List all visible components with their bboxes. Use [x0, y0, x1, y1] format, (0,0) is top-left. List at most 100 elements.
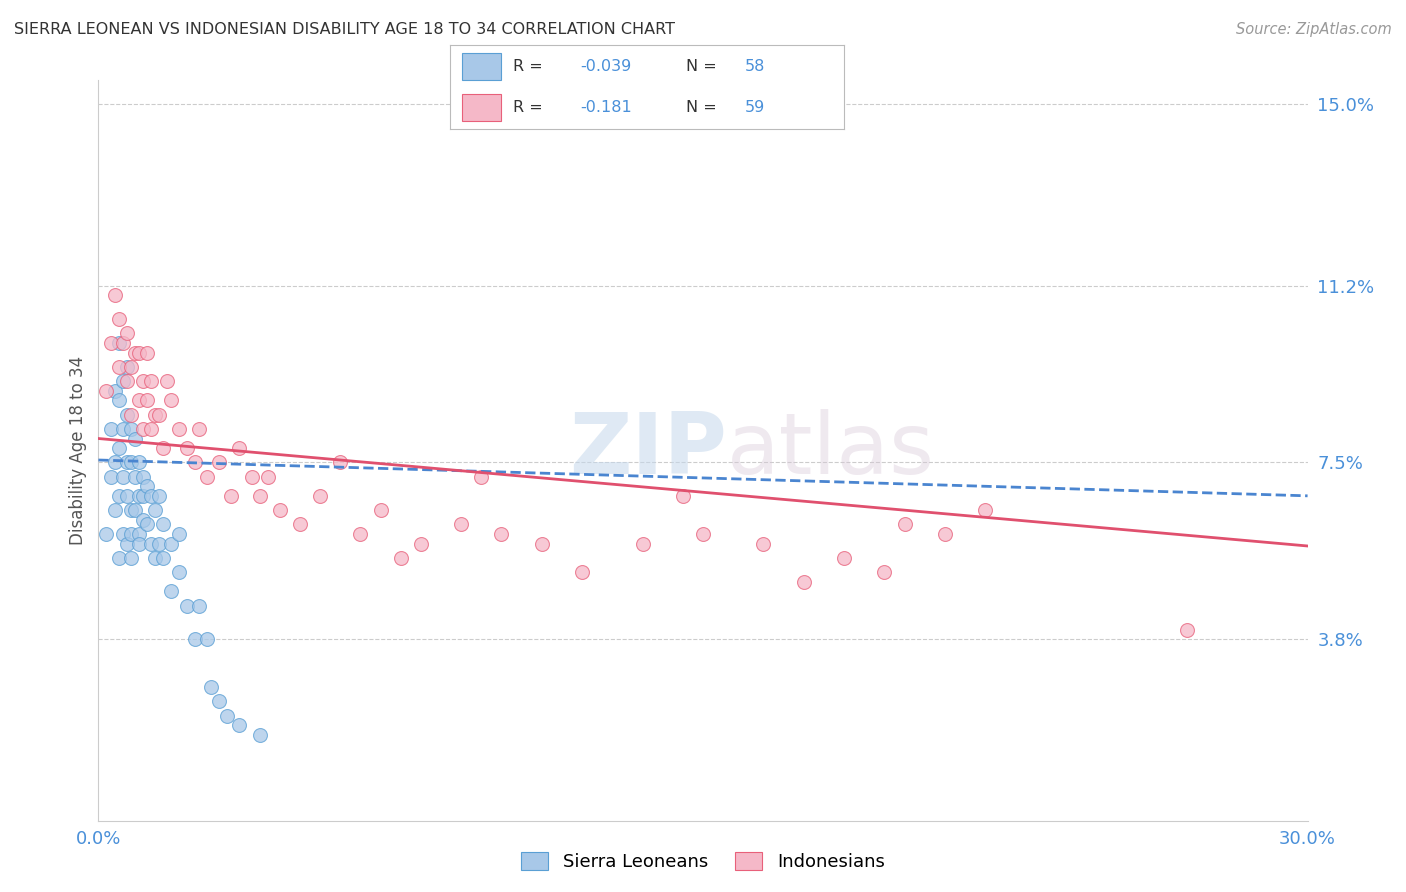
- Point: [156, 374, 179, 388]
- Point: [139, 422, 162, 436]
- Point: [132, 422, 155, 436]
- Point: [240, 469, 263, 483]
- Point: [450, 517, 472, 532]
- Point: [139, 536, 162, 550]
- Text: Source: ZipAtlas.com: Source: ZipAtlas.com: [1236, 22, 1392, 37]
- Point: [530, 536, 553, 550]
- Point: [167, 566, 190, 580]
- Point: [148, 536, 170, 550]
- Point: [200, 680, 222, 694]
- FancyBboxPatch shape: [461, 94, 501, 120]
- Point: [111, 527, 134, 541]
- Point: [115, 359, 138, 374]
- Point: [832, 550, 855, 565]
- Point: [135, 345, 157, 359]
- Point: [143, 503, 166, 517]
- Point: [135, 479, 157, 493]
- Point: [120, 422, 142, 436]
- Point: [288, 517, 311, 532]
- Text: N =: N =: [686, 59, 723, 74]
- Point: [124, 345, 146, 359]
- Point: [107, 393, 129, 408]
- Text: R =: R =: [513, 100, 548, 115]
- Point: [120, 527, 142, 541]
- Point: [107, 336, 129, 351]
- Point: [100, 469, 122, 483]
- Point: [103, 288, 125, 302]
- Point: [160, 393, 183, 408]
- Text: 58: 58: [745, 59, 765, 74]
- Y-axis label: Disability Age 18 to 34: Disability Age 18 to 34: [69, 356, 87, 545]
- Point: [167, 422, 190, 436]
- Point: [103, 455, 125, 469]
- Point: [124, 432, 146, 446]
- Point: [135, 517, 157, 532]
- Point: [100, 336, 122, 351]
- Point: [124, 503, 146, 517]
- Point: [120, 359, 142, 374]
- Point: [269, 503, 291, 517]
- Point: [208, 694, 231, 708]
- Point: [184, 455, 207, 469]
- Point: [143, 408, 166, 422]
- Point: [160, 584, 183, 599]
- Point: [111, 422, 134, 436]
- Point: [111, 469, 134, 483]
- Point: [139, 489, 162, 503]
- Point: [115, 408, 138, 422]
- Point: [631, 536, 654, 550]
- Point: [111, 374, 134, 388]
- Point: [139, 374, 162, 388]
- Point: [120, 503, 142, 517]
- Point: [228, 441, 250, 455]
- Text: -0.039: -0.039: [579, 59, 631, 74]
- Point: [188, 422, 211, 436]
- Point: [120, 408, 142, 422]
- Point: [128, 345, 150, 359]
- Point: [107, 359, 129, 374]
- Point: [349, 527, 371, 541]
- Point: [96, 527, 118, 541]
- Point: [793, 574, 815, 589]
- Point: [115, 374, 138, 388]
- Point: [115, 489, 138, 503]
- Point: [120, 550, 142, 565]
- Point: [152, 517, 174, 532]
- Point: [107, 441, 129, 455]
- Point: [148, 408, 170, 422]
- Point: [96, 384, 118, 398]
- Point: [389, 550, 412, 565]
- Point: [228, 718, 250, 732]
- Point: [100, 422, 122, 436]
- Point: [672, 489, 695, 503]
- Point: [111, 336, 134, 351]
- Point: [115, 326, 138, 341]
- Point: [221, 489, 243, 503]
- Point: [1175, 623, 1198, 637]
- Text: -0.181: -0.181: [579, 100, 631, 115]
- Point: [184, 632, 207, 647]
- Text: R =: R =: [513, 59, 548, 74]
- Point: [124, 469, 146, 483]
- Point: [249, 489, 271, 503]
- Point: [128, 527, 150, 541]
- Point: [188, 599, 211, 613]
- Point: [103, 503, 125, 517]
- Point: [974, 503, 997, 517]
- Text: N =: N =: [686, 100, 723, 115]
- Point: [167, 527, 190, 541]
- Point: [128, 489, 150, 503]
- Text: SIERRA LEONEAN VS INDONESIAN DISABILITY AGE 18 TO 34 CORRELATION CHART: SIERRA LEONEAN VS INDONESIAN DISABILITY …: [14, 22, 675, 37]
- Point: [934, 527, 956, 541]
- Point: [208, 455, 231, 469]
- Point: [132, 513, 155, 527]
- Point: [329, 455, 352, 469]
- Point: [132, 374, 155, 388]
- Point: [115, 536, 138, 550]
- Legend: Sierra Leoneans, Indonesians: Sierra Leoneans, Indonesians: [515, 845, 891, 879]
- Point: [152, 441, 174, 455]
- Point: [195, 632, 218, 647]
- Point: [409, 536, 432, 550]
- Point: [128, 393, 150, 408]
- Point: [160, 536, 183, 550]
